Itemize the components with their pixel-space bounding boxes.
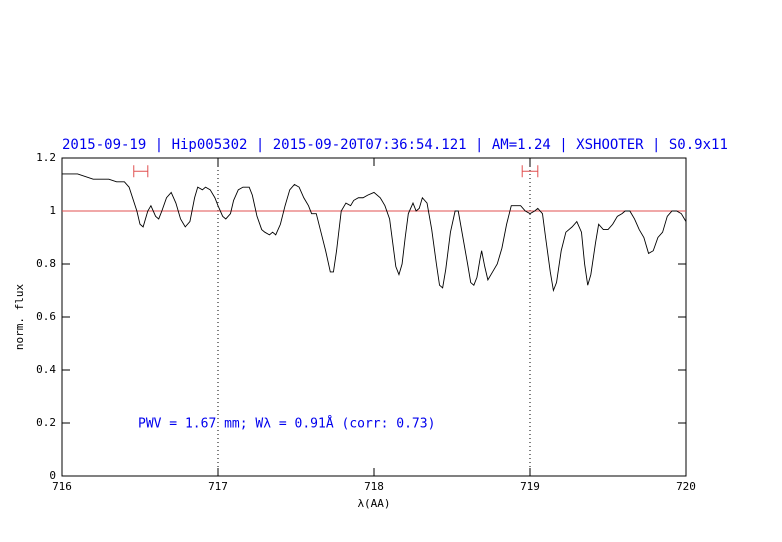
x-tick-label: 717 <box>208 480 228 493</box>
x-tick-label: 719 <box>520 480 540 493</box>
y-tick-label: 0.8 <box>36 257 56 270</box>
y-tick-label: 0.6 <box>36 310 56 323</box>
y-axis-label: norm. flux <box>13 284 26 351</box>
spectrum-line <box>62 173 687 293</box>
y-tick-label: 0 <box>49 469 56 482</box>
x-tick-label: 720 <box>676 480 696 493</box>
x-tick-label: 718 <box>364 480 384 493</box>
x-tick-label: 716 <box>52 480 72 493</box>
y-tick-label: 1 <box>49 204 56 217</box>
y-tick-label: 0.2 <box>36 416 56 429</box>
y-tick-label: 0.4 <box>36 363 56 376</box>
chart-title: 2015-09-19 | Hip005302 | 2015-09-20T07:3… <box>62 137 728 153</box>
x-axis-label: λ(AA) <box>357 497 390 510</box>
y-tick-label: 1.2 <box>36 151 56 164</box>
annotation: PWV = 1.67 mm; Wλ = 0.91Å (corr: 0.73) <box>138 416 435 432</box>
